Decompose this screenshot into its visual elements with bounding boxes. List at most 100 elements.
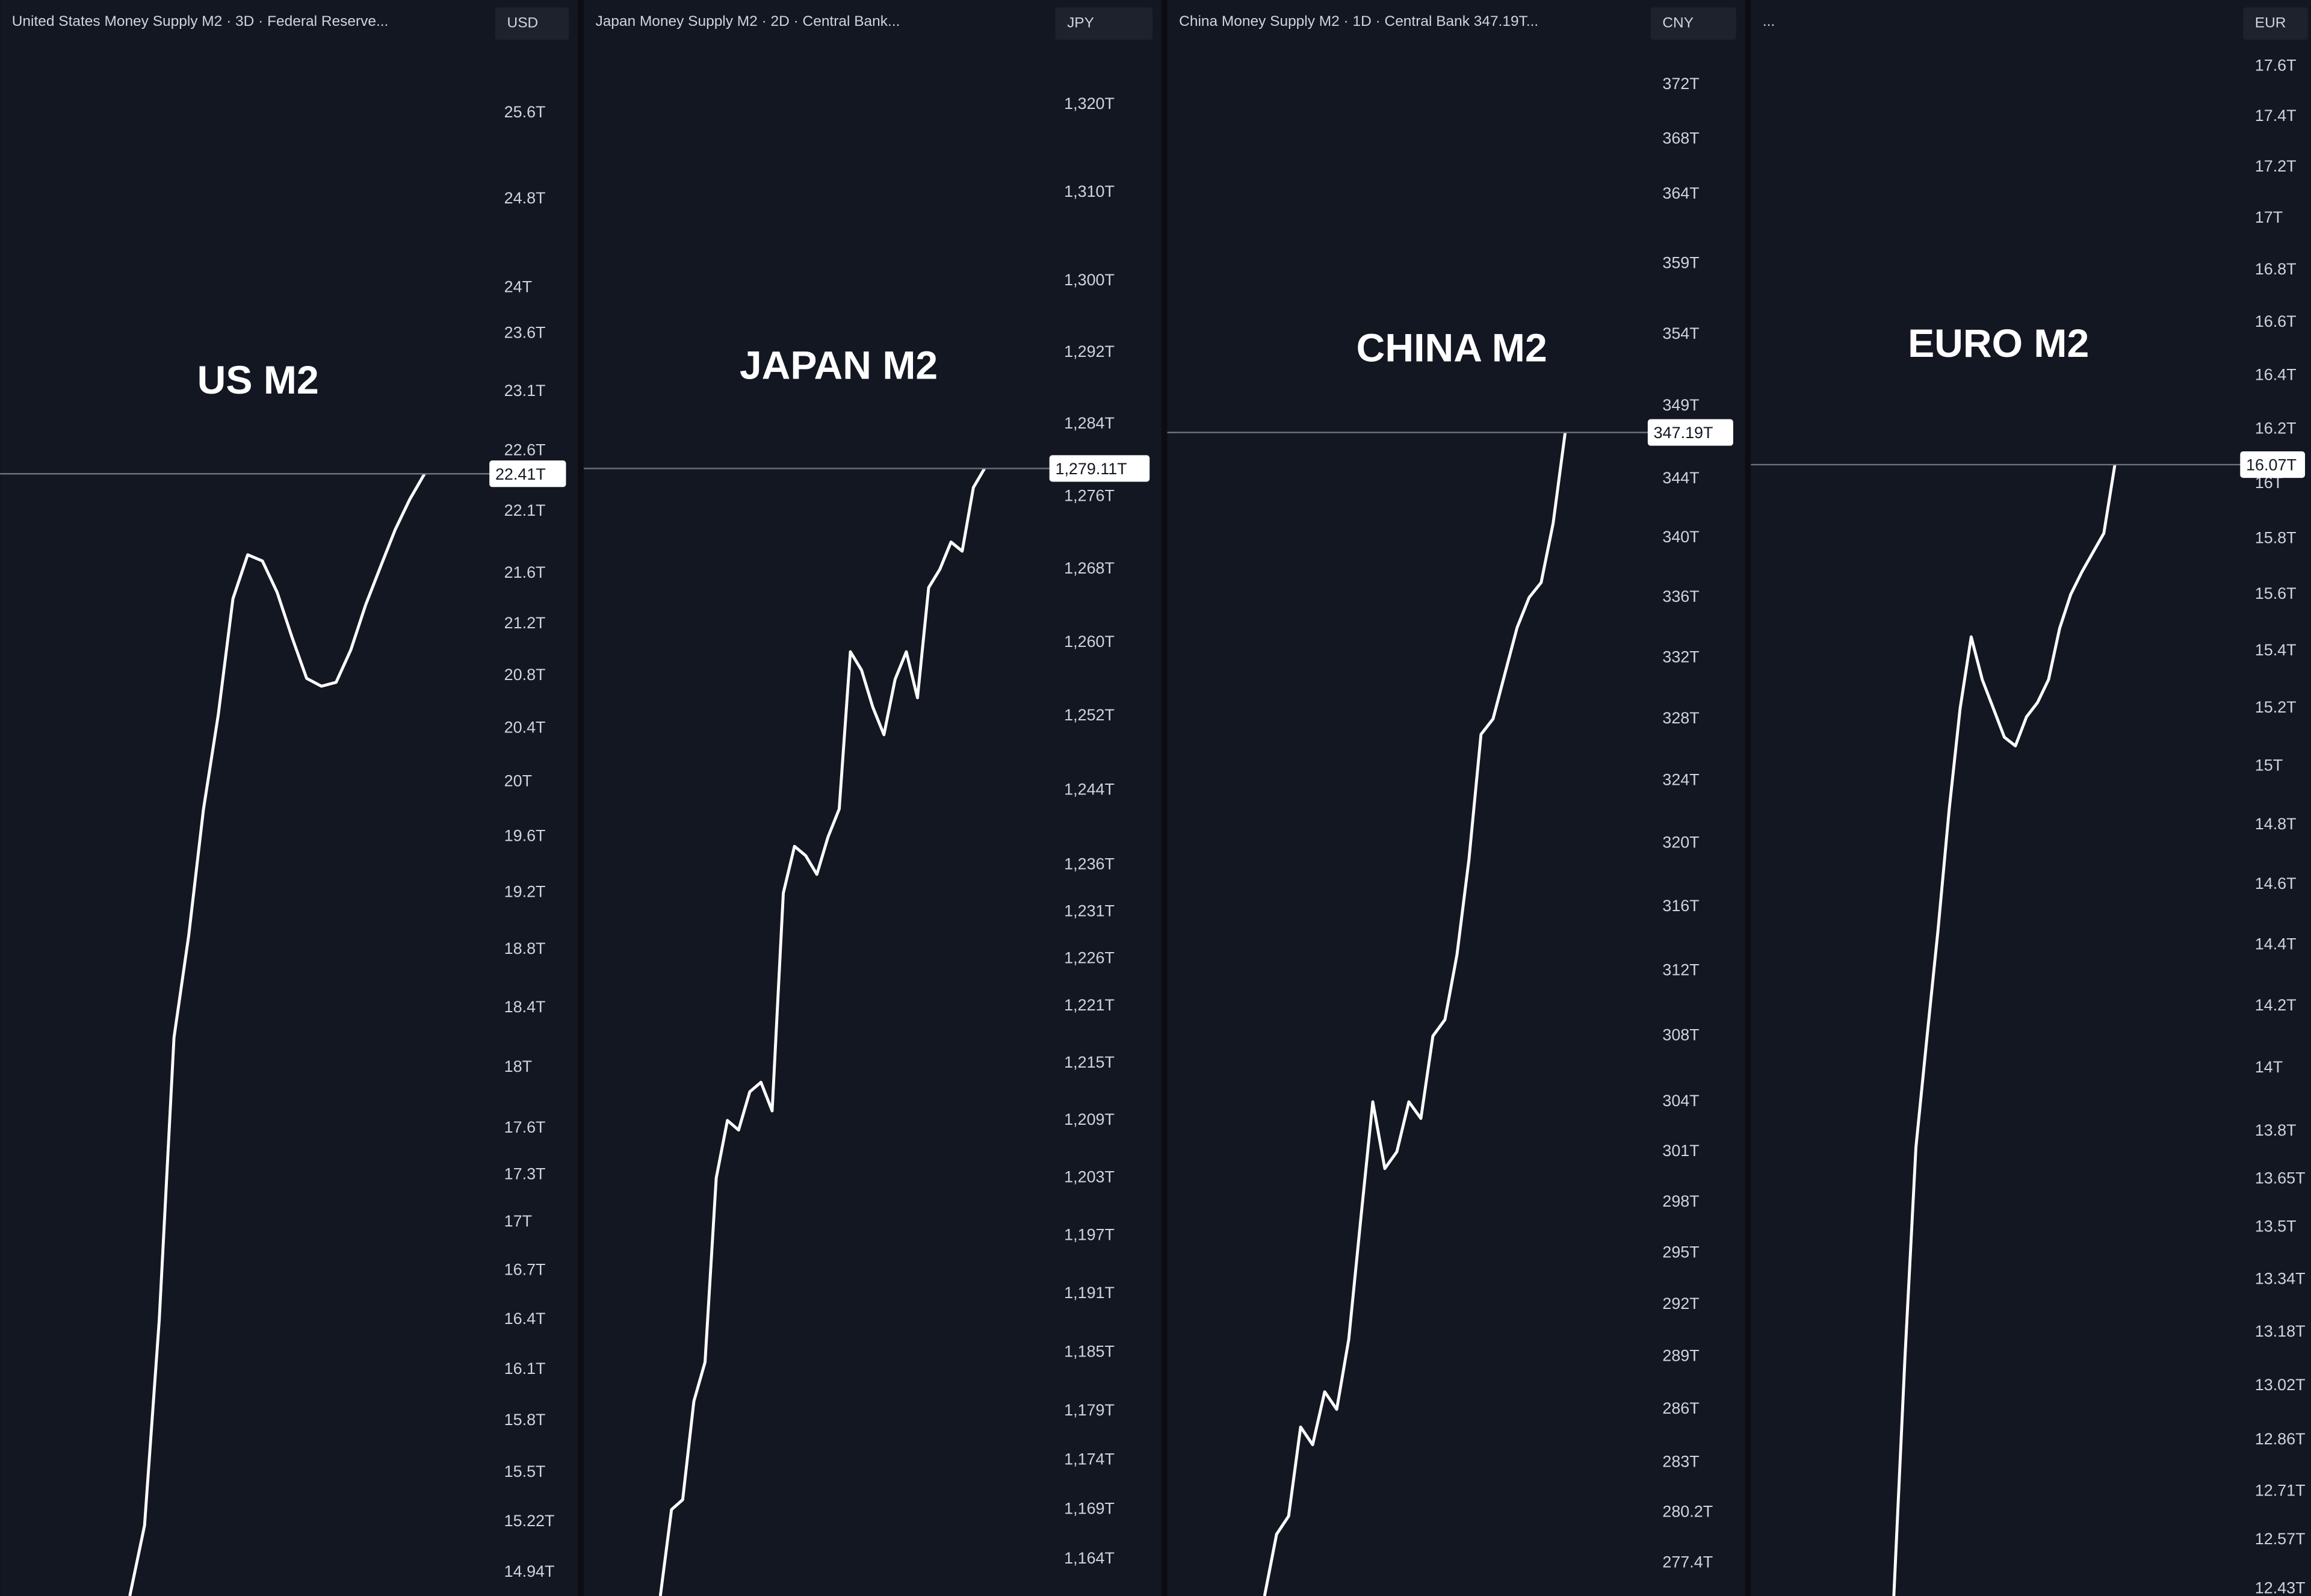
y-tick-label: 344T <box>1662 469 1699 487</box>
y-tick-label: 17T <box>2255 208 2283 226</box>
y-tick-label: 17.3T <box>504 1165 546 1183</box>
y-tick-label: 1,252T <box>1064 706 1115 724</box>
y-tick-label: 14.94T <box>504 1562 555 1580</box>
y-tick-label: 1,320T <box>1064 94 1115 113</box>
y-tick-label: 16.7T <box>504 1260 546 1278</box>
y-tick-label: 23.1T <box>504 382 546 400</box>
y-tick-label: 340T <box>1662 528 1699 546</box>
last-value-label: 347.19T <box>1654 424 1713 442</box>
y-tick-label: 14.2T <box>2255 996 2297 1014</box>
last-value-label: 1,279.11T <box>1055 460 1127 478</box>
y-tick-label: 298T <box>1662 1192 1699 1210</box>
panel-background <box>1167 0 1745 1596</box>
last-value-box <box>489 460 566 487</box>
currency-label: USD <box>507 15 539 31</box>
y-tick-label: 320T <box>1662 833 1699 851</box>
y-tick-label: 1,260T <box>1064 633 1115 651</box>
y-tick-label: 1,268T <box>1064 559 1115 577</box>
y-tick-label: 280.2T <box>1662 1503 1713 1521</box>
y-tick-label: 15.8T <box>2255 528 2297 546</box>
overlay-label: JAPAN M2 <box>740 344 938 388</box>
last-value-box <box>1647 419 1733 446</box>
y-tick-label: 308T <box>1662 1026 1699 1044</box>
y-tick-label: 17.2T <box>2255 157 2297 175</box>
last-value-label: 16.07T <box>2246 456 2297 474</box>
y-tick-label: 316T <box>1662 897 1699 915</box>
y-tick-label: 1,236T <box>1064 855 1115 873</box>
currency-label: EUR <box>2255 15 2286 31</box>
panel: ... EUR 17.6T 17.4T 17.2T 17T 16.8T 16.6T 16.4T 1… <box>1751 0 2311 1596</box>
y-tick-label: 17T <box>504 1212 532 1230</box>
y-tick-label: 1,215T <box>1064 1053 1115 1071</box>
y-tick-label: 1,209T <box>1064 1110 1115 1128</box>
y-tick-label: 17.6T <box>2255 57 2297 75</box>
y-tick-label: 18.4T <box>504 998 546 1016</box>
y-tick-label: 1,169T <box>1064 1500 1115 1518</box>
y-tick-label: 12.57T <box>2255 1530 2306 1548</box>
y-tick-label: 24.8T <box>504 189 546 207</box>
y-tick-label: 21.6T <box>504 563 546 581</box>
y-tick-label: 25.6T <box>504 103 546 121</box>
y-tick-label: 22.1T <box>504 501 546 519</box>
data-line <box>658 468 986 1596</box>
y-tick-label: 15.6T <box>2255 584 2297 602</box>
y-tick-label: 18T <box>504 1057 532 1075</box>
currency-box <box>495 7 569 40</box>
panel-background <box>1751 0 2311 1596</box>
y-tick-label: 14.4T <box>2255 935 2297 953</box>
y-tick-label: 19.6T <box>504 827 546 845</box>
y-tick-label: 12.71T <box>2255 1481 2306 1499</box>
y-tick-label: 312T <box>1662 960 1699 979</box>
y-tick-label: 13.18T <box>2255 1322 2306 1340</box>
y-tick-label: 304T <box>1662 1092 1699 1110</box>
currency-label: CNY <box>1662 15 1694 31</box>
y-tick-label: 18.8T <box>504 939 546 957</box>
y-tick-label: 15.8T <box>504 1411 546 1429</box>
data-line <box>1263 432 1567 1596</box>
currency-box <box>1650 7 1736 40</box>
y-tick-label: 13.34T <box>2255 1269 2306 1287</box>
y-tick-label: 301T <box>1662 1142 1699 1160</box>
overlay-label: EURO M2 <box>1908 321 2089 366</box>
y-tick-label: 20.8T <box>504 666 546 684</box>
y-tick-label: 354T <box>1662 324 1699 342</box>
last-value-label: 22.41T <box>495 465 546 483</box>
y-tick-label: 22.6T <box>504 441 546 459</box>
y-tick-label: 15.2T <box>2255 698 2297 716</box>
y-tick-label: 15.5T <box>504 1462 546 1480</box>
panel-background <box>0 0 578 1596</box>
y-tick-label: 349T <box>1662 396 1699 414</box>
panel-title: United States Money Supply M2 · 3D · Fed… <box>12 13 389 29</box>
y-tick-label: 13.65T <box>2255 1169 2306 1187</box>
y-tick-label: 17.4T <box>2255 107 2297 125</box>
y-tick-label: 20T <box>504 772 532 790</box>
y-tick-label: 359T <box>1662 254 1699 272</box>
y-tick-label: 1,191T <box>1064 1284 1115 1302</box>
y-tick-label: 13.5T <box>2255 1217 2297 1236</box>
y-tick-label: 15.4T <box>2255 641 2297 659</box>
y-tick-label: 1,231T <box>1064 902 1115 920</box>
y-tick-label: 1,203T <box>1064 1168 1115 1186</box>
y-tick-label: 1,244T <box>1064 780 1115 798</box>
y-tick-label: 23.6T <box>504 323 546 341</box>
y-tick-label: 16.8T <box>2255 260 2297 278</box>
y-tick-label: 1,179T <box>1064 1401 1115 1419</box>
y-tick-label: 328T <box>1662 709 1699 727</box>
y-tick-label: 21.2T <box>504 614 546 632</box>
y-tick-label: 16.4T <box>504 1310 546 1328</box>
y-tick-label: 1,226T <box>1064 949 1115 967</box>
y-tick-label: 16.2T <box>2255 419 2297 438</box>
panel-background <box>583 0 1162 1596</box>
last-value-box <box>1049 455 1150 482</box>
y-tick-label: 283T <box>1662 1452 1699 1470</box>
y-tick-label: 20.4T <box>504 718 546 736</box>
y-tick-label: 14.8T <box>2255 815 2297 833</box>
y-tick-label: 1,300T <box>1064 271 1115 289</box>
overlay-label: CHINA M2 <box>1357 326 1547 370</box>
y-tick-label: 1,174T <box>1064 1450 1115 1468</box>
y-tick-label: 364T <box>1662 184 1699 202</box>
y-tick-label: 15.22T <box>504 1512 555 1530</box>
panel: Japan Money Supply M2 · 2D · Central Ban… <box>583 0 1162 1596</box>
